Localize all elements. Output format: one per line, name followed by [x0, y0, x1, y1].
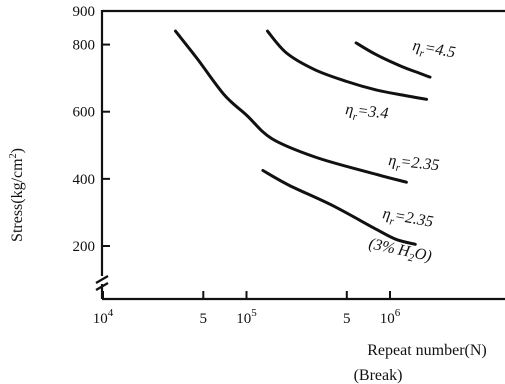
x-tick-label: 104: [93, 307, 114, 327]
y-tick-label: 600: [73, 105, 96, 121]
curve-label-eta-3-4: ηr=3.4: [344, 101, 389, 126]
x-axis-sublabel: (Break): [354, 367, 403, 384]
y-ticks: 200 400 600 800 900: [73, 4, 110, 255]
series-curve-1: [266, 29, 429, 101]
curve-label-eta-2-35-dry: ηr=2.35: [387, 152, 440, 178]
y-tick-label: 400: [73, 172, 96, 188]
series-curve-3: [261, 169, 417, 246]
y-tick-label: 800: [73, 38, 96, 54]
curve-label-eta-4-5: ηr=4.5: [411, 37, 457, 65]
x-tick-label: 105: [236, 307, 257, 327]
x-tick-label: 5: [343, 311, 351, 327]
series-curve-2: [174, 29, 408, 184]
y-axis-label: Stress(kg/cm2): [8, 148, 26, 242]
curves: [174, 29, 432, 246]
y-tick-label: 200: [73, 239, 96, 255]
y-axis-label-sup: 2: [8, 153, 19, 158]
curve-label-eta-2-35-wet: ηr=2.35: [381, 205, 435, 235]
x-ticks: 104 5 105 5 106: [93, 291, 401, 327]
y-axis-break-mark: [95, 275, 109, 291]
x-axis-label: Repeat number(N): [367, 342, 487, 359]
x-tick-label: 106: [380, 307, 401, 327]
y-tick-label: 900: [73, 4, 96, 20]
x-tick-label: 5: [200, 311, 208, 327]
series-curve-0: [354, 41, 432, 79]
